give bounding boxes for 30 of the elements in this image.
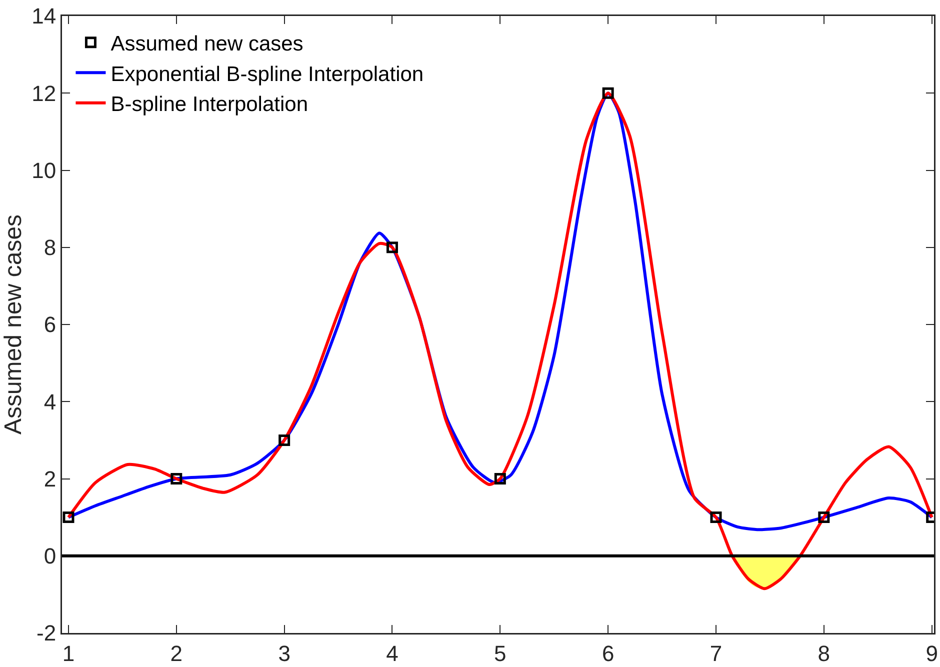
- y-tick-label: 14: [32, 4, 56, 29]
- y-tick-label: 4: [44, 389, 56, 414]
- x-tick-label: 9: [926, 640, 938, 666]
- x-tick-label: 8: [818, 640, 830, 666]
- y-tick-label: 10: [32, 158, 56, 183]
- x-tick-label: 1: [62, 640, 75, 666]
- x-tick-label: 2: [170, 640, 183, 666]
- y-axis-title: Assumed new cases: [0, 214, 27, 435]
- x-tick-label: 5: [494, 640, 506, 666]
- legend-label: B-spline Interpolation: [110, 93, 308, 116]
- y-tick-label: 8: [44, 235, 56, 260]
- legend-label: Exponential B-spline Interpolation: [110, 62, 424, 86]
- point: [494, 473, 506, 484]
- y-tick-label: 0: [44, 544, 56, 569]
- point: [602, 87, 614, 99]
- point: [278, 434, 290, 446]
- point: [386, 242, 398, 254]
- point: [818, 512, 830, 524]
- x-tick-label: 6: [602, 640, 614, 666]
- y-tick-label: 12: [32, 80, 56, 106]
- x-tick-label: 7: [710, 640, 722, 666]
- y-tick-label: -2: [36, 620, 56, 646]
- y-tick-label: 6: [44, 312, 56, 338]
- y-tick-label: 2: [44, 466, 56, 492]
- x-tick-label: 3: [278, 640, 290, 666]
- point: [62, 512, 74, 524]
- x-tick-label: 4: [386, 640, 398, 666]
- point: [170, 473, 182, 484]
- legend-label: Assumed new cases: [110, 32, 304, 56]
- point: [710, 512, 722, 524]
